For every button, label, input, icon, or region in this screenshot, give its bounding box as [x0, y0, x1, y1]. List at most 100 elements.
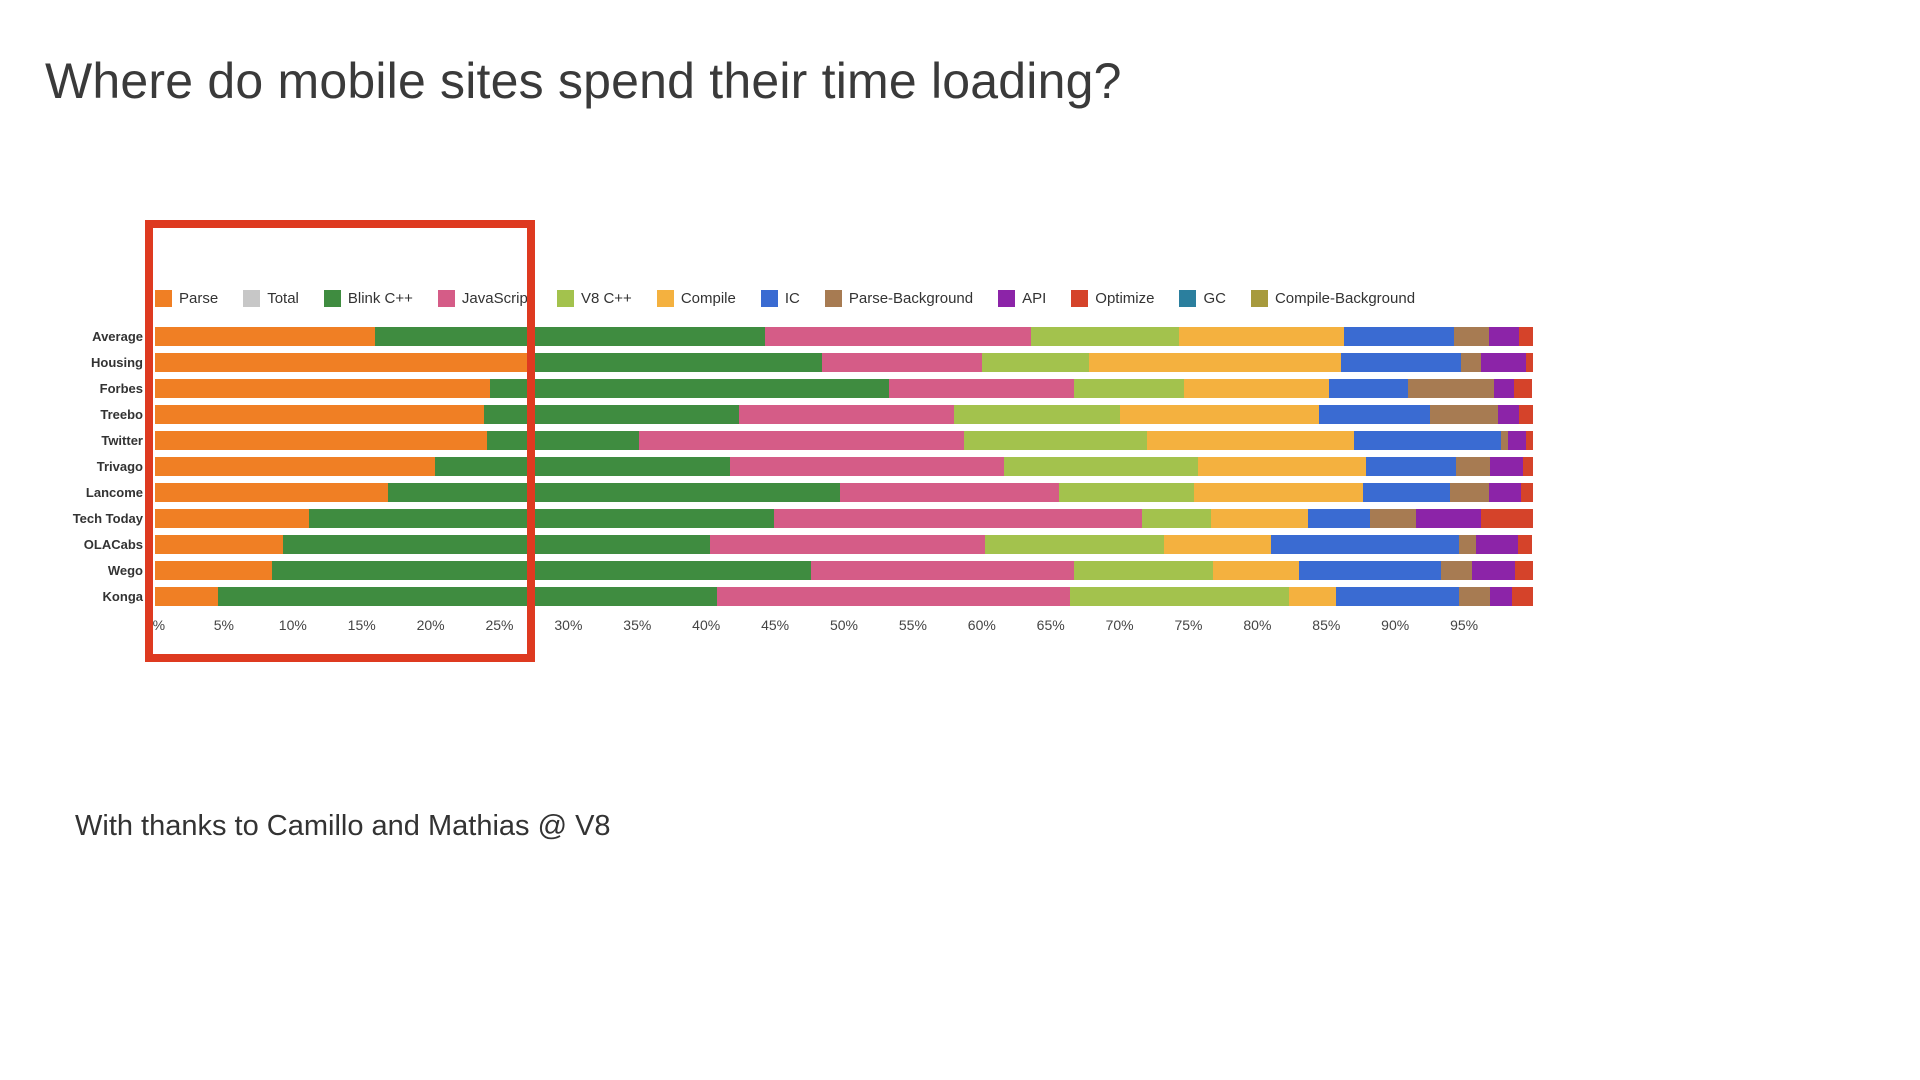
bar-track [155, 482, 1533, 502]
bar-segment-javascript [810, 560, 1075, 580]
chart-row-housing: Housing [45, 349, 1533, 375]
legend-swatch-total [243, 290, 261, 307]
bar-track [155, 456, 1533, 476]
bar-segment-optimize [1515, 560, 1533, 580]
bar-segment-ic [1363, 482, 1451, 502]
bar-track [155, 586, 1533, 606]
x-tick: 20% [416, 617, 445, 633]
legend-item-parse-background: Parse-Background [824, 290, 974, 307]
bar-segment-parse-background [1454, 326, 1489, 346]
bar-segment-parse [155, 352, 534, 372]
bar-track [155, 404, 1533, 424]
legend-item-gc: GC [1179, 290, 1226, 307]
bar-segment-optimize [1526, 352, 1533, 372]
x-tick: 45% [761, 617, 790, 633]
bar-segment-optimize [1519, 404, 1533, 424]
bar-segment-api [1508, 430, 1527, 450]
bar-segment-api [1498, 404, 1520, 424]
row-label: Average [92, 328, 143, 344]
row-label: Wego [107, 562, 143, 578]
bar-segment-compile [1119, 404, 1320, 424]
bar-segment-v8-c [1031, 326, 1179, 346]
bar-segment-compile [1198, 456, 1367, 476]
bar-segment-api [1490, 456, 1524, 476]
bar-segment-v8-c [954, 404, 1120, 424]
x-tick: 50% [829, 617, 859, 633]
bar-segment-v8-c [963, 430, 1148, 450]
bar-segment-api [1476, 534, 1518, 554]
legend-label: JavaScript [461, 290, 532, 307]
row-label: Treebo [100, 406, 143, 422]
chart-row-olacabs: OLACabs [45, 531, 1533, 557]
bar-segment-blink-c [489, 378, 890, 398]
bar-segment-compile [1178, 326, 1345, 346]
x-tick: 35% [623, 617, 652, 633]
legend-label: Blink C++ [347, 290, 413, 307]
legend-item-v8-c: V8 C++ [556, 290, 632, 307]
bar-segment-v8-c [984, 534, 1164, 554]
bar-segment-compile [1289, 586, 1336, 606]
bar-segment-ic [1341, 352, 1462, 372]
bar-segment-compile [1193, 482, 1364, 502]
x-tick: 90% [1381, 617, 1410, 633]
chart-row-twitter: Twitter [45, 427, 1533, 453]
bar-segment-javascript [717, 586, 1070, 606]
footer-credit: With thanks to Camillo and Mathias @ V8 [75, 810, 611, 842]
bar-segment-ic [1366, 456, 1456, 476]
bar-segment-javascript [821, 352, 982, 372]
bar-segment-v8-c [981, 352, 1090, 372]
legend-label: Parse-Background [848, 290, 974, 307]
bar-segment-blink-c [484, 404, 740, 424]
bar-segment-blink-c [434, 456, 730, 476]
bar-segment-ic [1298, 560, 1441, 580]
chart-row-forbes: Forbes [45, 375, 1533, 401]
x-tick: 85% [1312, 617, 1341, 633]
legend-swatch-parse-background [824, 290, 842, 307]
row-label: Forbes [99, 380, 143, 396]
bar-segment-parse [155, 378, 490, 398]
legend-swatch-blink-c [323, 290, 341, 307]
legend-swatch-parse [155, 290, 172, 307]
bar-segment-blink-c [272, 560, 811, 580]
x-tick: 30% [554, 617, 583, 633]
bar-segment-api [1472, 560, 1516, 580]
bar-segment-parse [155, 326, 376, 346]
legend-item-compile-background: Compile-Background [1250, 290, 1416, 307]
bar-track [155, 378, 1533, 398]
legend-label: Compile [680, 290, 736, 307]
bar-segment-api [1488, 482, 1521, 502]
bar-segment-blink-c [533, 352, 822, 372]
bar-track [155, 326, 1533, 346]
legend-swatch-ic [760, 290, 778, 307]
x-tick: 40% [692, 617, 721, 633]
bar-segment-ic [1319, 404, 1430, 424]
bar-segment-parse-background [1407, 378, 1495, 398]
legend-label: V8 C++ [580, 290, 632, 307]
legend-item-api: API [998, 290, 1046, 307]
bar-segment-ic [1308, 508, 1371, 528]
x-tick: 10% [278, 617, 307, 633]
row-label: Housing [91, 354, 143, 370]
x-tick: 15% [347, 617, 376, 633]
x-tick: 95% [1450, 617, 1479, 633]
bar-segment-optimize [1480, 508, 1533, 528]
x-tick: 65% [1036, 617, 1065, 633]
bar-segment-parse [155, 560, 273, 580]
chart-row-konga: Konga [45, 583, 1533, 609]
bar-segment-optimize [1526, 430, 1533, 450]
x-tick: 25% [485, 617, 514, 633]
bar-segment-v8-c [1141, 508, 1211, 528]
bar-segment-api [1490, 586, 1513, 606]
bar-segment-compile [1210, 508, 1309, 528]
bar-segment-javascript [839, 482, 1059, 502]
bar-segment-v8-c [1069, 586, 1290, 606]
legend-label: API [1022, 290, 1047, 307]
legend-label: IC [784, 290, 800, 307]
bar-segment-parse [155, 586, 219, 606]
bar-segment-parse [155, 456, 435, 476]
row-label: Tech Today [72, 510, 143, 526]
legend-swatch-optimize [1071, 290, 1089, 307]
legend-label: Compile-Background [1274, 290, 1416, 307]
page-title: Where do mobile sites spend their time l… [45, 53, 1122, 109]
chart-row-treebo: Treebo [45, 401, 1533, 427]
